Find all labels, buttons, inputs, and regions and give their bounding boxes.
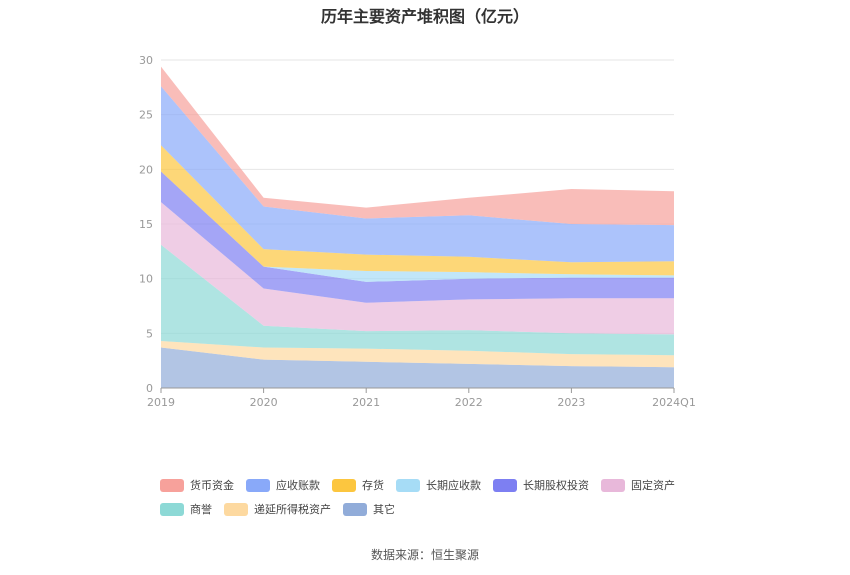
area-固定资产 <box>161 202 674 335</box>
legend-label: 商誉 <box>190 503 212 516</box>
legend-item[interactable]: 应收账款 <box>246 477 320 493</box>
legend-row: 商誉 递延所得税资产 其它 <box>160 497 720 521</box>
legend-item[interactable]: 长期应收款 <box>396 477 481 493</box>
legend-label: 应收账款 <box>276 479 320 492</box>
legend-swatch <box>224 502 248 516</box>
y-tick-label: 30 <box>139 54 153 67</box>
area-长期股权投资 <box>161 171 674 303</box>
legend-swatch <box>332 478 356 492</box>
area-应收账款 <box>161 86 674 263</box>
area-存货 <box>161 145 674 276</box>
y-tick-label: 20 <box>139 163 153 176</box>
x-tick-label: 2020 <box>250 396 278 409</box>
legend-label: 其它 <box>373 503 395 516</box>
legend-label: 存货 <box>362 479 384 492</box>
legend-swatch <box>160 502 184 516</box>
stacked-area-chart: 0 5 10 15 20 25 30 2019 2020 2021 2022 2023 2024Q1 <box>139 54 696 409</box>
legend-item[interactable]: 存货 <box>332 477 384 493</box>
area-其它 <box>161 347 674 388</box>
legend-swatch <box>396 478 420 492</box>
legend-swatch <box>246 478 270 492</box>
x-tick-label: 2021 <box>352 396 380 409</box>
legend-swatch <box>601 478 625 492</box>
y-tick-label: 10 <box>139 273 153 286</box>
x-tick-label: 2023 <box>557 396 585 409</box>
legend-swatch <box>493 478 517 492</box>
legend-item[interactable]: 货币资金 <box>160 477 234 493</box>
axes: 0 5 10 15 20 25 30 2019 2020 2021 2022 2023 2024Q1 <box>139 54 696 409</box>
legend-item[interactable]: 长期股权投资 <box>493 477 589 493</box>
legend-label: 货币资金 <box>190 479 234 492</box>
y-tick-label: 25 <box>139 109 153 122</box>
legend-item[interactable]: 商誉 <box>160 501 212 517</box>
y-tick-label: 15 <box>139 218 153 231</box>
legend-item[interactable]: 递延所得税资产 <box>224 501 331 517</box>
legend-label: 长期应收款 <box>426 479 481 492</box>
area-商誉 <box>161 244 674 356</box>
legend-item[interactable]: 其它 <box>343 501 395 517</box>
area-货币资金 <box>161 66 674 226</box>
legend-label: 固定资产 <box>631 479 675 492</box>
legend-label: 长期股权投资 <box>523 479 589 492</box>
chart-title: 历年主要资产堆积图（亿元） <box>320 7 529 26</box>
x-tick-label: 2022 <box>455 396 483 409</box>
x-tick-label: 2019 <box>147 396 175 409</box>
legend: 货币资金 应收账款 存货 长期应收款 长期股权投资 固定资产商誉 递延所得税资产 其它 <box>160 473 720 521</box>
legend-swatch <box>343 502 367 516</box>
legend-label: 递延所得税资产 <box>254 503 331 516</box>
legend-row: 货币资金 应收账款 存货 长期应收款 长期股权投资 固定资产 <box>160 473 720 497</box>
area-递延所得税资产 <box>161 341 674 368</box>
legend-item[interactable]: 固定资产 <box>601 477 675 493</box>
y-tick-label: 0 <box>146 382 153 395</box>
data-source: 数据来源：恒生聚源 <box>370 548 479 562</box>
x-tick-label: 2024Q1 <box>652 396 696 409</box>
area-series <box>161 66 674 388</box>
legend-swatch <box>160 478 184 492</box>
y-tick-label: 5 <box>146 327 153 340</box>
